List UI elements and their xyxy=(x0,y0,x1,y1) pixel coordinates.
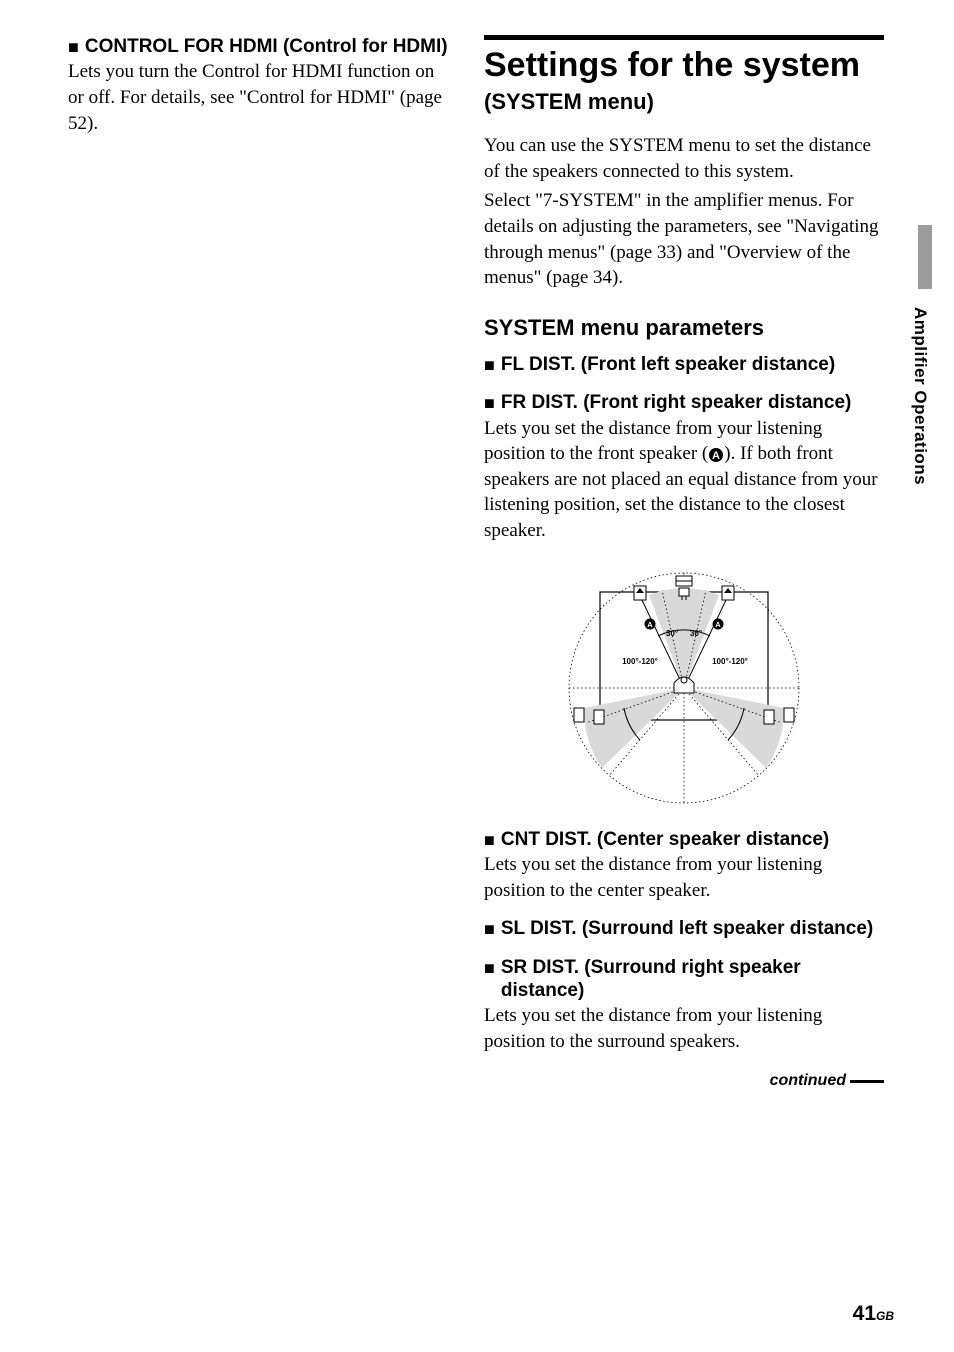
circle-a-icon: A xyxy=(708,447,724,463)
section-heading: SYSTEM menu parameters xyxy=(484,315,884,341)
speaker-center-icon xyxy=(676,576,692,586)
side-tab-label: Amplifier Operations xyxy=(910,307,930,485)
intro-paragraph-1: You can use the SYSTEM menu to set the d… xyxy=(484,133,884,184)
heading-fl-dist: ■ FL DIST. (Front left speaker distance) xyxy=(484,353,884,377)
heading-sr-dist: ■ SR DIST. (Surround right speaker dista… xyxy=(484,956,884,1004)
angle-label-100-left: 100°-120° xyxy=(622,657,658,666)
heading-text: FL DIST. (Front left speaker distance) xyxy=(501,353,884,377)
badge-a-left: A xyxy=(645,618,656,629)
heading-text: SR DIST. (Surround right speaker distanc… xyxy=(501,956,884,1004)
heading-text: CNT DIST. (Center speaker distance) xyxy=(501,828,884,852)
heading-sl-dist: ■ SL DIST. (Surround left speaker distan… xyxy=(484,917,884,941)
intro-paragraph-2: Select "7-SYSTEM" in the amplifier menus… xyxy=(484,188,884,291)
angle-label-30-left: 30° xyxy=(666,629,678,638)
paragraph-control-for-hdmi: Lets you turn the Control for HDMI funct… xyxy=(68,59,448,136)
side-tab-marker xyxy=(918,225,932,289)
speaker-front-left-icon xyxy=(634,586,646,600)
page-content: ■ CONTROL FOR HDMI (Control for HDMI) Le… xyxy=(0,0,954,1090)
right-column: Settings for the system (SYSTEM menu) Yo… xyxy=(484,35,884,1090)
badge-a-right: A xyxy=(713,618,724,629)
speaker-surround-right-outer-icon xyxy=(784,708,794,722)
speaker-front-right-icon xyxy=(722,586,734,600)
heading-fr-dist: ■ FR DIST. (Front right speaker distance… xyxy=(484,391,884,415)
left-column: ■ CONTROL FOR HDMI (Control for HDMI) Le… xyxy=(68,35,448,1090)
listener-icon xyxy=(674,677,694,693)
speaker-surround-right-icon xyxy=(764,710,774,724)
side-tab: Amplifier Operations xyxy=(894,255,924,555)
page-number: 41GB xyxy=(853,1302,894,1326)
bullet-square-icon: ■ xyxy=(484,353,495,377)
bullet-square-icon: ■ xyxy=(484,917,495,941)
page-subtitle: (SYSTEM menu) xyxy=(484,89,884,115)
continued-indicator: continued xyxy=(484,1072,884,1090)
continued-bar-icon xyxy=(850,1080,884,1083)
angle-label-100-right: 100°-120° xyxy=(712,657,748,666)
title-rule xyxy=(484,35,884,40)
continued-text: continued xyxy=(770,1072,846,1090)
angle-label-30-right: 30° xyxy=(690,629,702,638)
svg-text:A: A xyxy=(647,620,653,629)
heading-control-for-hdmi: ■ CONTROL FOR HDMI (Control for HDMI) xyxy=(68,35,448,59)
bullet-square-icon: ■ xyxy=(484,828,495,852)
heading-text: CONTROL FOR HDMI (Control for HDMI) xyxy=(85,35,448,59)
page-title: Settings for the system xyxy=(484,46,884,85)
wedge-sr xyxy=(684,688,784,768)
heading-cnt-dist: ■ CNT DIST. (Center speaker distance) xyxy=(484,828,884,852)
bullet-square-icon: ■ xyxy=(68,35,79,59)
page-number-value: 41 xyxy=(853,1302,876,1325)
heading-text: FR DIST. (Front right speaker distance) xyxy=(501,391,884,415)
heading-text: SL DIST. (Surround left speaker distance… xyxy=(501,917,884,941)
speaker-surround-left-icon xyxy=(594,710,604,724)
svg-text:A: A xyxy=(715,620,721,629)
paragraph-cnt-dist: Lets you set the distance from your list… xyxy=(484,852,884,903)
speaker-layout-diagram: 30° 30° 100°-120° 100°-120° A A xyxy=(554,558,814,818)
bullet-square-icon: ■ xyxy=(484,956,495,980)
wedge-sl xyxy=(584,688,684,768)
bullet-square-icon: ■ xyxy=(484,391,495,415)
page-number-suffix: GB xyxy=(876,1309,894,1323)
paragraph-fr-dist: Lets you set the distance from your list… xyxy=(484,416,884,544)
paragraph-sr-dist: Lets you set the distance from your list… xyxy=(484,1003,884,1054)
speaker-surround-left-outer-icon xyxy=(574,708,584,722)
svg-text:A: A xyxy=(712,450,720,462)
